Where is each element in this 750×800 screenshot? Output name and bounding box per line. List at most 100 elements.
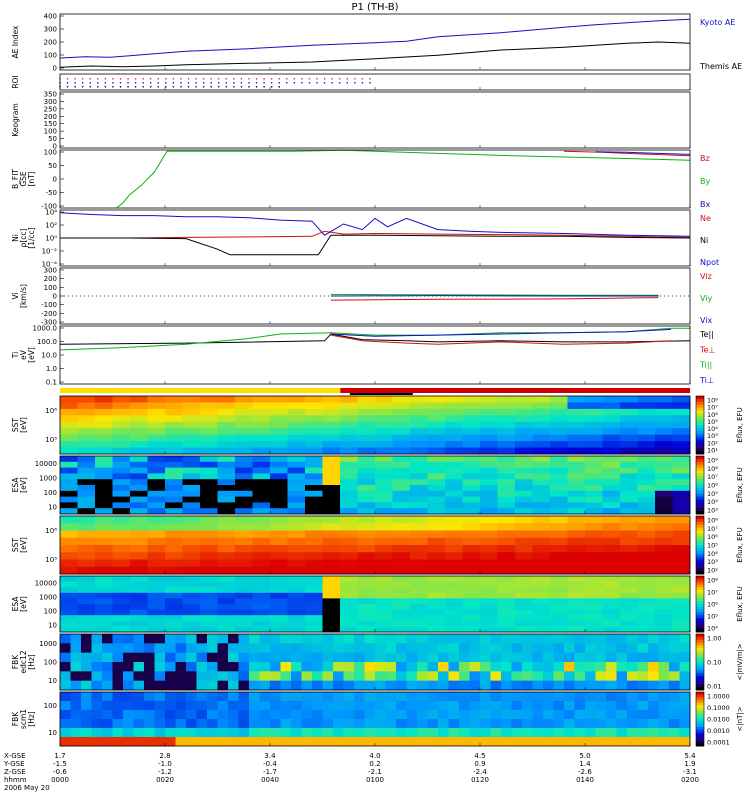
heat-cell [130,428,148,436]
y-tick-label: 100 [44,284,57,292]
heat-cell [637,408,656,416]
y-tick-label: 1000 [39,594,57,602]
heat-cell [322,662,334,672]
heat-cell [228,728,239,738]
heat-cell [602,566,621,575]
heat-cell [322,576,341,582]
heat-cell [130,441,148,448]
heat-cell [501,692,512,702]
heat-cell [259,634,271,644]
heat-cell [130,415,148,423]
heat-cell [627,643,638,654]
roi-point [331,78,333,80]
heat-cell [217,456,236,463]
ylabel: [km/s] [19,284,28,308]
heat-cell [672,620,691,627]
heat-cell [392,626,411,633]
roi-point [81,82,84,84]
heat-cell [252,456,271,463]
heat-cell [375,441,393,448]
heat-cell [427,545,446,553]
colorbar-segment [696,518,704,523]
heat-cell [270,710,281,720]
heat-cell [532,620,551,627]
heat-cell [515,620,533,627]
roi-point [134,86,137,88]
heat-cell [567,421,586,429]
heat-cell [438,652,449,663]
heat-cell [95,516,113,524]
heat-cell [543,680,554,691]
heat-cell [655,609,673,616]
x-axis-value: -2.4 [473,768,487,776]
colorbar-tick-label: 10⁶ [707,533,718,541]
heat-cell [77,485,96,492]
heat-cell [322,502,341,509]
heat-cell [469,643,481,654]
heat-cell [91,692,103,702]
heat-cell [427,609,446,616]
heat-cell [574,671,586,682]
heat-cell [637,552,656,560]
heat-cell [77,620,96,627]
heat-cell [550,408,568,416]
heat-cell [91,652,103,663]
colorbar-tick-label: 10⁷ [707,404,718,412]
heat-cell [322,671,334,682]
heat-cell [165,479,183,486]
heat-cell [595,692,607,702]
heat-cell [679,634,691,644]
heat-cell [417,737,428,747]
heat-cell [147,566,166,575]
heat-cell [672,581,691,588]
heat-cell [511,662,523,672]
heat-cell [235,545,253,553]
heat-cell [291,719,302,729]
colorbar-segment [696,473,704,477]
heat-cell [375,652,386,663]
heat-cell [217,701,229,711]
heat-cell [480,652,491,663]
heat-cell [200,545,218,553]
heat-cell [200,461,218,468]
panel-10: ESA [eV]1000010001001010⁸10⁷10⁶10⁵10⁴Eflu… [11,575,744,633]
heat-cell [112,428,131,436]
heat-cell [375,719,386,729]
colorbar-segment [696,667,704,671]
heat-cell [445,456,463,463]
heat-cell [448,643,460,654]
heat-cell [672,626,691,633]
heat-cell [462,490,481,497]
heat-cell [532,615,551,622]
heat-cell [655,421,673,429]
heat-cell [165,434,183,442]
heat-cell [130,434,148,442]
heat-cell [301,671,313,682]
heat-cell [669,643,680,654]
y-tick-label: 300 [44,26,57,34]
colorbar-label: Eflux, EFU [736,467,744,502]
heat-cell [133,737,145,747]
heat-cell [364,680,376,691]
heat-cell [322,545,341,553]
heat-cell [280,662,292,672]
series-line [59,333,691,345]
colorbar-segment [696,659,704,663]
colorbar-segment [696,479,704,483]
heat-cell [585,587,603,594]
heat-cell [655,587,673,594]
heat-cell [637,467,656,474]
heat-cell [497,408,516,416]
colorbar-segment [696,516,704,520]
heat-cell [522,643,533,654]
ylabel: Keogram [11,103,20,137]
heat-cell [497,566,516,575]
heat-cell [340,447,358,455]
heat-cell [207,737,218,747]
heat-cell [375,479,393,486]
heat-cell [448,737,460,747]
heat-cell [480,456,498,463]
heat-cell [77,537,96,546]
heat-cell [620,581,638,588]
